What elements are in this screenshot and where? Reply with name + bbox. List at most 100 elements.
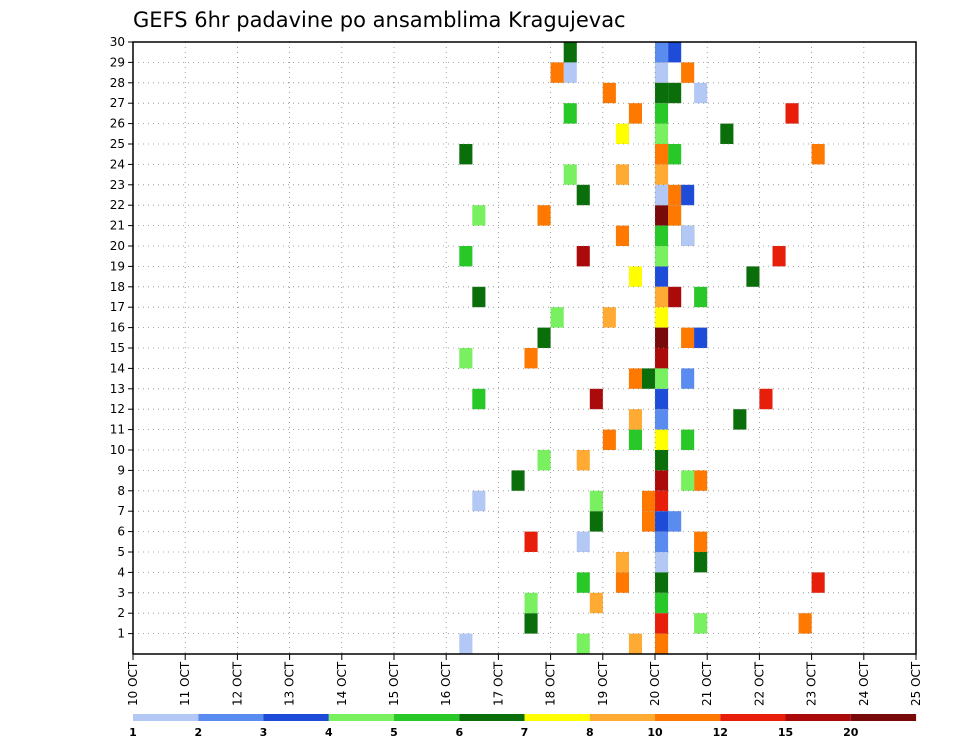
- heatmap-cell: [655, 429, 669, 450]
- heatmap-cell: [472, 388, 486, 410]
- colorbar-label: 2: [194, 726, 202, 739]
- colorbar-segment: [328, 714, 395, 721]
- heatmap-cell: [655, 62, 669, 83]
- colorbar-label: 15: [778, 726, 793, 739]
- y-tick-label: 23: [110, 178, 125, 192]
- y-tick-label: 16: [110, 321, 125, 335]
- heatmap-cell: [655, 450, 669, 471]
- heatmap-cell: [681, 470, 695, 491]
- heatmap-cell: [589, 592, 603, 614]
- y-tick-label: 14: [110, 361, 125, 375]
- heatmap-cell: [785, 103, 799, 124]
- heatmap-cell: [655, 103, 669, 124]
- colorbar-segment: [850, 714, 917, 721]
- heatmap-cell: [537, 205, 551, 226]
- heatmap-cell: [655, 348, 669, 369]
- heatmap-cell: [576, 572, 590, 593]
- y-tick-label: 8: [117, 484, 125, 498]
- x-tick-label: 18 OCT: [544, 661, 558, 706]
- x-tick-label: 13 OCT: [283, 661, 297, 706]
- x-tick-label: 12 OCT: [230, 661, 244, 706]
- heatmap-cell: [472, 286, 486, 308]
- colorbar-segment: [198, 714, 264, 721]
- heatmap-cell: [642, 511, 656, 532]
- x-tick-label: 22 OCT: [752, 661, 766, 706]
- colorbar-segment: [785, 714, 851, 721]
- heatmap-cell: [694, 286, 708, 308]
- heatmap-cell: [655, 42, 669, 63]
- colorbar-label: 5: [390, 726, 398, 739]
- heatmap-cell: [655, 511, 669, 532]
- heatmap-cell: [694, 552, 708, 573]
- heatmap-cell: [628, 429, 642, 450]
- heatmap-cell: [589, 511, 603, 532]
- y-tick-label: 22: [110, 198, 125, 212]
- y-tick-label: 28: [110, 76, 125, 90]
- heatmap-cell: [563, 62, 577, 83]
- y-tick-label: 11: [110, 423, 125, 437]
- heatmap-cell: [642, 490, 656, 512]
- x-tick-label: 19 OCT: [596, 661, 610, 706]
- y-tick-label: 17: [110, 300, 125, 314]
- heatmap-cell: [589, 388, 603, 410]
- heatmap-cell: [459, 246, 473, 267]
- heatmap-cell: [576, 246, 590, 267]
- heatmap-cell: [459, 144, 473, 165]
- heatmap-cell: [563, 103, 577, 124]
- heatmap-cell: [655, 205, 669, 226]
- heatmap-cell: [655, 144, 669, 165]
- heatmap-cell: [655, 184, 669, 206]
- y-tick-label: 15: [110, 341, 125, 355]
- heatmap-cell: [511, 470, 525, 491]
- heatmap-cell: [472, 205, 486, 226]
- heatmap-cell: [798, 613, 812, 634]
- y-tick-label: 30: [110, 35, 125, 49]
- heatmap-cell: [811, 572, 825, 593]
- heatmap-cell: [537, 450, 551, 471]
- heatmap-cell: [759, 388, 773, 410]
- colorbar-segment: [394, 714, 460, 721]
- y-tick-label: 3: [117, 586, 125, 600]
- colorbar-label: 4: [325, 726, 333, 739]
- heatmap-cell: [524, 613, 538, 634]
- y-tick-label: 29: [110, 55, 125, 69]
- heatmap-cell: [694, 327, 708, 348]
- y-tick-label: 10: [110, 443, 125, 457]
- heatmap-cell: [602, 307, 616, 328]
- colorbar-label: 1: [129, 726, 137, 739]
- colorbar-label: 10: [647, 726, 663, 739]
- x-tick-label: 24 OCT: [857, 661, 871, 706]
- x-tick-label: 11 OCT: [178, 661, 192, 706]
- heatmap-cell: [628, 409, 642, 430]
- heatmap-cell: [655, 225, 669, 246]
- colorbar-segment: [655, 714, 721, 721]
- heatmap-cell: [628, 633, 642, 654]
- colorbar-segment: [263, 714, 329, 721]
- grid-lines: [133, 42, 916, 654]
- heatmap-cell: [655, 307, 669, 328]
- heatmap-cell: [655, 327, 669, 348]
- colorbar-segment: [720, 714, 786, 721]
- y-tick-label: 25: [110, 137, 125, 151]
- heatmap-cell: [655, 531, 669, 552]
- y-tick-label: 27: [110, 96, 125, 110]
- heatmap-cell: [655, 164, 669, 185]
- heatmap-cell: [772, 246, 786, 267]
- colorbar-label: 3: [260, 726, 268, 739]
- heatmap-cell: [615, 572, 629, 593]
- heatmap-cell: [615, 225, 629, 246]
- heatmap-cell: [655, 572, 669, 593]
- heatmap-cell: [576, 531, 590, 552]
- heatmap-cell: [524, 348, 538, 369]
- colorbar-segment: [524, 714, 590, 721]
- heatmap-cell: [655, 123, 669, 144]
- x-tick-label: 23 OCT: [805, 661, 819, 706]
- y-tick-label: 2: [117, 606, 125, 620]
- heatmap-cell: [550, 62, 564, 83]
- y-tick-label: 1: [117, 627, 125, 641]
- heatmap-cell: [602, 82, 616, 104]
- heatmap-cell: [668, 286, 682, 308]
- x-tick-label: 25 OCT: [909, 661, 923, 706]
- colorbar-label: 12: [713, 726, 728, 739]
